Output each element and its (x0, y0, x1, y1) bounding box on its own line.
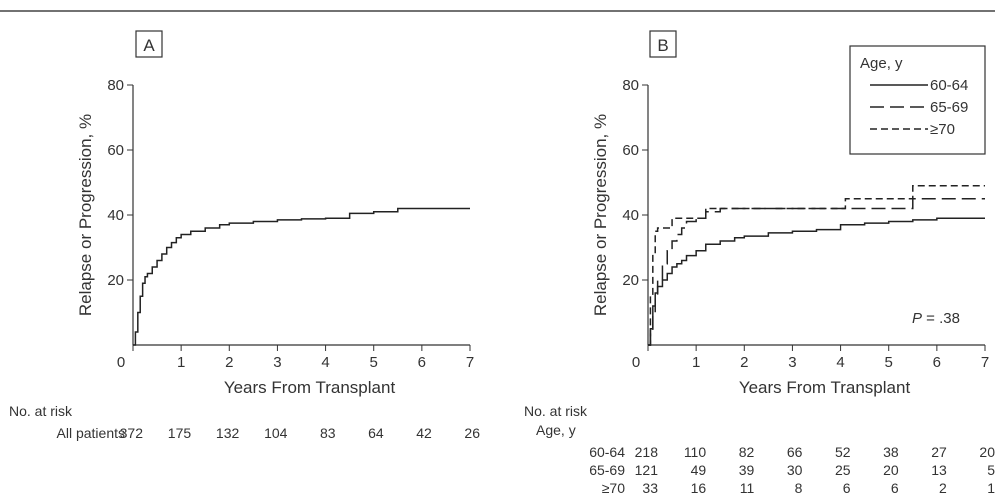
panel-b-risk-row-label: 60-64 (589, 444, 625, 460)
panel-b-y-tick-label: 60 (622, 142, 639, 159)
legend-label-≥70: ≥70 (930, 121, 955, 138)
p-value-italic: P (912, 310, 922, 327)
panel-a: A 20 40 60 80 0 1 2 3 4 5 6 7 Years From Transplant Re… (9, 30, 480, 441)
panel-b-risk-subtitle: Age, y (536, 422, 576, 438)
panel-a-label-box (135, 30, 163, 58)
panel-b-risk-value: 2 (939, 480, 947, 496)
panel-b-risk-value: 8 (795, 480, 803, 496)
panel-a-risk-value: 372 (120, 425, 144, 441)
panel-b-risk-value: 20 (979, 444, 995, 460)
panel-b-x-tick-label: 1 (692, 354, 700, 371)
panel-b-x-tick-label: 3 (788, 354, 796, 371)
panel-b-risk-value: 33 (642, 480, 658, 496)
panel-b-x-tick-label: 5 (885, 354, 893, 371)
panel-b-risk-value: 27 (931, 444, 947, 460)
panel-a-risk-value: 64 (368, 425, 384, 441)
legend-box (849, 45, 986, 155)
panel-b-risk-value: 6 (843, 480, 851, 496)
panel-b-risk-value: 110 (684, 444, 707, 460)
panel-b: B 20 40 60 80 0 1 2 3 4 5 6 7 Years From Transplant Re… (524, 30, 995, 496)
panel-a-x-tick-label: 2 (225, 354, 233, 371)
panel-b-x-tick-label: 4 (836, 354, 844, 371)
panel-b-series-line-≥70 (648, 185, 985, 346)
panel-b-y-tick-label: 40 (622, 207, 639, 224)
panel-a-series-line-0 (133, 207, 470, 346)
panel-b-risk-value: 5 (987, 462, 995, 478)
panel-a-risk-value: 175 (168, 425, 192, 441)
panel-b-risk-value: 13 (931, 462, 947, 478)
panel-a-y-tick-label: 60 (107, 142, 124, 159)
panel-a-risk-value: 83 (320, 425, 336, 441)
panel-a-x-tick-label: 1 (177, 354, 185, 371)
legend-label-60-64: 60-64 (930, 77, 968, 94)
panel-a-risk-title: No. at risk (9, 403, 73, 419)
panel-a-label: A (143, 36, 155, 55)
panel-a-x-axis-label: Years From Transplant (224, 378, 396, 397)
panel-b-x-axis-label: Years From Transplant (739, 378, 911, 397)
panel-b-label: B (657, 36, 668, 55)
panel-b-series-line-65-69 (648, 198, 985, 346)
panel-a-x-tick-label: 6 (418, 354, 426, 371)
panel-b-risk-title: No. at risk (524, 403, 588, 419)
panel-b-risk-value: 49 (691, 462, 707, 478)
panel-a-x-tick-label: 0 (117, 354, 125, 371)
panel-b-y-tick-label: 20 (622, 272, 639, 289)
panel-a-x-tick-label: 4 (321, 354, 329, 371)
p-value-text: = .38 (922, 310, 960, 327)
panel-b-risk-value: 16 (691, 480, 707, 496)
panel-b-risk-value: 20 (883, 462, 899, 478)
panel-b-risk-value: 30 (787, 462, 803, 478)
panel-a-x-tick-label: 3 (273, 354, 281, 371)
panel-a-risk-value: 132 (216, 425, 240, 441)
panel-a-risk-row-label: All patients (57, 425, 125, 441)
panel-b-risk-value: 82 (739, 444, 755, 460)
legend-label-65-69: 65-69 (930, 99, 968, 116)
legend-title: Age, y (860, 55, 903, 72)
panel-a-risk-value: 42 (416, 425, 432, 441)
panel-b-x-tick-label: 6 (933, 354, 941, 371)
panel-b-risk-value: 218 (635, 444, 659, 460)
panel-b-risk-value: 1 (987, 480, 995, 496)
panel-a-y-tick-label: 20 (107, 272, 124, 289)
panel-b-risk-value: 52 (835, 444, 851, 460)
panel-b-label-box (649, 30, 677, 58)
panel-b-risk-value: 38 (883, 444, 899, 460)
panel-b-risk-value: 121 (635, 462, 659, 478)
panel-b-y-axis-label: Relapse or Progression, % (591, 114, 610, 316)
panel-a-y-tick-label: 80 (107, 77, 124, 94)
panel-a-risk-value: 26 (464, 425, 480, 441)
panel-b-risk-value: 25 (835, 462, 851, 478)
panel-b-risk-row-label: ≥70 (602, 480, 625, 496)
panel-b-risk-value: 6 (891, 480, 899, 496)
panel-a-x-tick-label: 5 (370, 354, 378, 371)
panel-b-risk-value: 11 (740, 480, 755, 496)
panel-a-x-tick-label: 7 (466, 354, 474, 371)
panel-b-x-tick-label: 0 (632, 354, 640, 371)
p-value-annotation: P = .38 (912, 310, 960, 327)
panel-b-risk-value: 39 (739, 462, 755, 478)
panel-b-x-tick-label: 2 (740, 354, 748, 371)
panel-b-risk-value: 66 (787, 444, 803, 460)
panel-a-y-axis-label: Relapse or Progression, % (76, 114, 95, 316)
panel-b-y-tick-label: 80 (622, 77, 639, 94)
panel-a-y-tick-label: 40 (107, 207, 124, 224)
panel-b-risk-row-label: 65-69 (589, 462, 625, 478)
panel-a-risk-value: 104 (264, 425, 288, 441)
panel-b-x-tick-label: 7 (981, 354, 989, 371)
